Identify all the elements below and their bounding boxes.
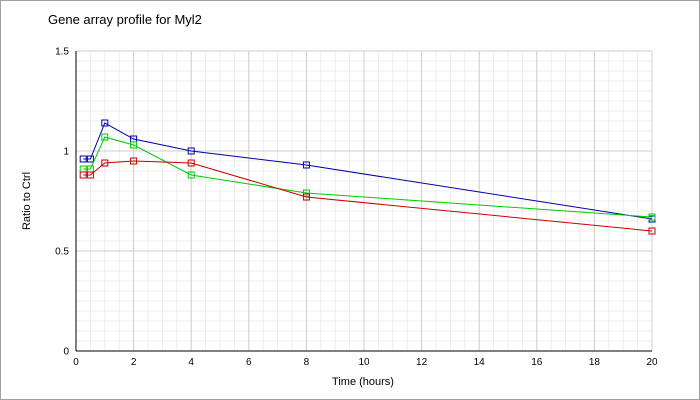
x-tick-label: 18 (589, 357, 601, 368)
series-line (83, 136, 653, 218)
x-axis-label: Time (hours) (332, 376, 394, 388)
series-2 (79, 133, 656, 221)
data-point-marker (101, 159, 109, 167)
series-line (83, 122, 653, 220)
data-point-marker (648, 227, 656, 235)
chart-title: Gene array profile for Myl2 (48, 12, 202, 27)
y-axis-ticks: 0 0.5 1 1.5 (55, 47, 69, 358)
data-point-marker (302, 161, 310, 169)
data-point-marker (101, 133, 109, 141)
series-line (83, 160, 653, 232)
series-3 (79, 157, 656, 235)
x-tick-label: 8 (304, 357, 310, 368)
data-point-marker (187, 171, 195, 179)
y-tick-label: 0.5 (55, 247, 69, 258)
data-point-marker (302, 189, 310, 197)
data-point-marker (130, 157, 138, 165)
x-tick-label: 16 (531, 357, 543, 368)
data-point-marker (130, 141, 138, 149)
data-point-marker (101, 119, 109, 127)
series-1 (79, 119, 656, 223)
data-point-marker (86, 155, 94, 163)
x-tick-label: 14 (474, 357, 486, 368)
data-point-marker (86, 171, 94, 179)
series-layer (79, 119, 656, 235)
x-tick-label: 6 (246, 357, 252, 368)
data-point-marker (79, 171, 87, 179)
axes (75, 51, 652, 352)
y-axis-label: Ratio to Ctrl (21, 172, 33, 230)
data-point-marker (648, 213, 656, 221)
x-tick-label: 2 (131, 357, 137, 368)
x-axis-ticks: 0 2 4 6 8 10 12 14 16 18 20 (73, 357, 658, 368)
data-point-marker (187, 147, 195, 155)
data-point-marker (302, 193, 310, 201)
x-tick-label: 4 (188, 357, 194, 368)
x-tick-label: 12 (416, 357, 428, 368)
y-tick-label: 1 (63, 147, 69, 158)
x-tick-label: 10 (358, 357, 370, 368)
x-tick-label: 0 (73, 357, 79, 368)
y-tick-label: 1.5 (55, 47, 69, 58)
x-tick-label: 20 (646, 357, 658, 368)
data-point-marker (187, 159, 195, 167)
data-point-marker (79, 155, 87, 163)
y-tick-label: 0 (63, 347, 69, 358)
